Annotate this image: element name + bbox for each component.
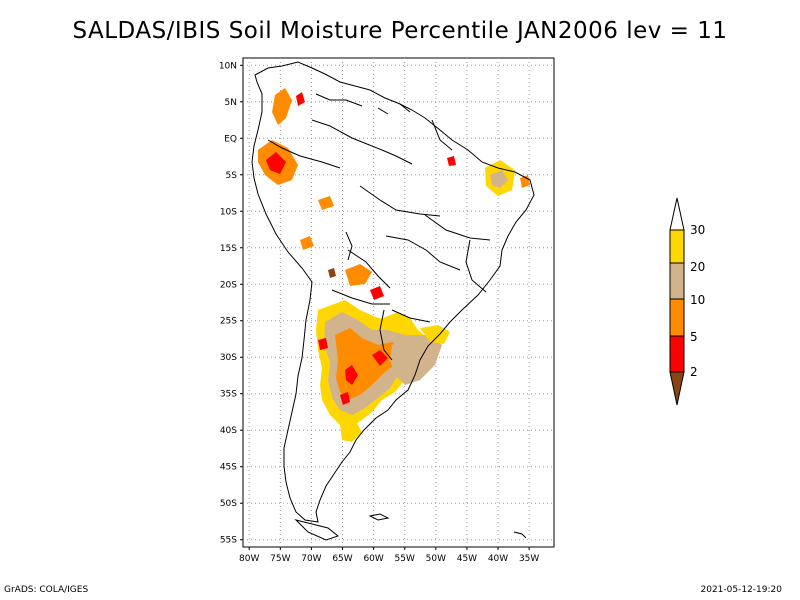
colorbar-bin-2-5: [669, 335, 685, 373]
lon-label: 55W: [395, 554, 415, 564]
shading-yellow-brazil-south: [420, 325, 450, 344]
colorbar-bottom-arrow: [669, 371, 685, 406]
colorbar-label-5: 5: [690, 330, 698, 344]
latitude-labels: 10N 5N EQ 5S 10S 15S 20S 25S 30S 35S 40S 45S 50S 55S: [219, 61, 243, 546]
lat-label: 10N: [219, 61, 237, 71]
coastline: [251, 61, 535, 541]
shading-brown-central: [328, 268, 336, 278]
shading-yellow-patagonia: [340, 420, 362, 442]
shading-red-amazon: [266, 152, 286, 174]
lon-label: 40W: [488, 554, 508, 564]
lon-label: 80W: [239, 554, 259, 564]
shading-tan-uruguay: [390, 335, 442, 385]
lat-label: 5S: [226, 171, 238, 181]
lat-label: 20S: [220, 280, 237, 290]
lat-label: 40S: [220, 426, 237, 436]
colorbar-label-20: 20: [690, 260, 705, 274]
soil-moisture-shading: [258, 88, 530, 442]
lon-label: 50W: [426, 554, 446, 564]
lon-label: 60W: [363, 554, 383, 564]
footer-credit: GrADS: COLA/IGES: [4, 585, 89, 595]
lat-label: 45S: [220, 463, 237, 473]
south-america-coastline: [251, 61, 535, 523]
lat-label: 35S: [220, 390, 237, 400]
country-borders: [267, 93, 491, 361]
colorbar-top-arrow: [669, 197, 685, 231]
colorbar-bin-10-20: [669, 262, 685, 300]
lat-label: 25S: [220, 317, 237, 327]
longitude-labels: 80W 75W 70W 65W 60W 55W 50W 45W 40W 35W: [239, 547, 539, 564]
colorbar-label-2: 2: [690, 365, 698, 379]
footer-timestamp: 2021-05-12-19:20: [700, 585, 783, 595]
shading-yellow-central: [383, 312, 410, 330]
lat-label: 15S: [220, 244, 237, 254]
falkland-islands: [368, 513, 390, 521]
tierra-del-fuego: [294, 519, 340, 541]
lat-label: 30S: [220, 353, 237, 363]
lat-label: 10S: [220, 207, 237, 217]
colorbar-label-30: 30: [690, 223, 705, 237]
shading-orange-north-strip: [272, 88, 292, 125]
lat-label: 55S: [220, 536, 237, 546]
lat-label: 5N: [225, 98, 237, 108]
colorbar-bin-20-30: [669, 229, 685, 264]
colorbar-legend: 30 20 10 5 2: [669, 197, 705, 406]
lat-label: 50S: [220, 499, 237, 509]
shading-red-south: [318, 338, 388, 405]
lat-label: EQ: [224, 134, 237, 144]
shading-tan-northeast: [490, 170, 508, 188]
map-title: SALDAS/IBIS Soil Moisture Percentile JAN…: [72, 18, 728, 44]
lon-label: 70W: [301, 554, 321, 564]
map-frame: [242, 57, 555, 548]
colorbar-label-10: 10: [690, 293, 705, 307]
colorbar-bin-5-10: [669, 298, 685, 337]
lon-label: 35W: [519, 554, 539, 564]
lon-label: 75W: [270, 554, 290, 564]
lon-label: 65W: [332, 554, 352, 564]
shading-red-north-strip: [296, 92, 305, 106]
shading-orange-central: [300, 196, 372, 286]
south-georgia: [513, 531, 527, 539]
lon-label: 45W: [457, 554, 477, 564]
